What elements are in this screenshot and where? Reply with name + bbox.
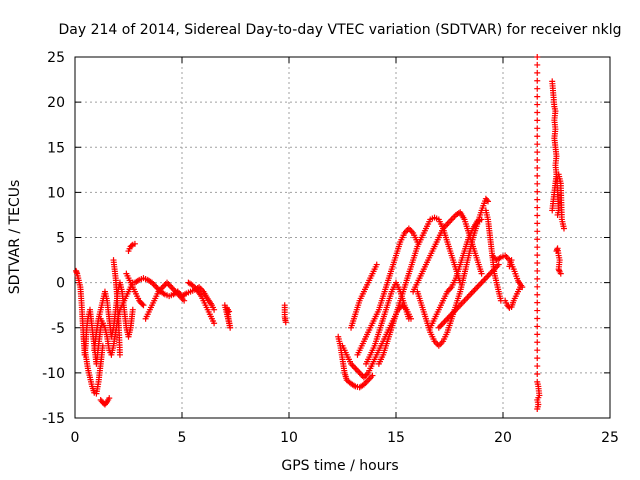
data-point (534, 54, 541, 60)
data-point (534, 363, 541, 370)
data-point (211, 306, 218, 313)
data-point (534, 125, 541, 132)
y-tick-label: -10 (42, 366, 65, 382)
data-point (129, 306, 136, 313)
x-tick-labels: 0 5 10 15 20 25 (71, 430, 619, 446)
data-point (534, 370, 541, 377)
data-point (282, 319, 289, 326)
data-point (534, 252, 541, 259)
data-point (534, 323, 541, 330)
data-point (140, 302, 147, 309)
y-tick-label: 15 (47, 140, 65, 156)
data-point (534, 307, 541, 314)
data-point (478, 216, 485, 223)
data-point (534, 228, 541, 235)
data-point (485, 198, 492, 205)
y-axis-label: SDTVAR / TECUs (7, 180, 23, 295)
data-point (99, 342, 106, 349)
x-tick-label: 5 (178, 430, 187, 446)
data-point (534, 188, 541, 195)
data-point (534, 164, 541, 171)
data-point (534, 93, 541, 100)
data-point (534, 267, 541, 274)
y-tick-labels: -15 -10 -5 0 5 10 15 20 25 (42, 50, 65, 427)
data-point (495, 261, 502, 268)
data-point (534, 133, 541, 140)
data-point (534, 339, 541, 346)
data-point (131, 240, 138, 247)
data-point (534, 204, 541, 211)
data-point (405, 315, 412, 322)
data-point (534, 244, 541, 251)
data-point (534, 172, 541, 179)
data-point (534, 141, 541, 148)
data-point (128, 242, 135, 249)
data-point (534, 331, 541, 338)
data-point (373, 261, 380, 268)
data-point (508, 257, 515, 264)
data-point (103, 400, 110, 407)
data-point (211, 320, 218, 327)
x-tick-label: 10 (280, 430, 298, 446)
y-tick-label: 5 (56, 231, 65, 247)
y-tick-label: 10 (47, 185, 65, 201)
y-tick-label: 0 (56, 276, 65, 292)
data-point (534, 180, 541, 187)
data-point (534, 220, 541, 227)
x-tick-label: 25 (601, 430, 619, 446)
data-point (534, 101, 541, 108)
data-point (534, 260, 541, 267)
data-point (226, 308, 233, 315)
chart-title: Day 214 of 2014, Sidereal Day-to-day VTE… (59, 22, 622, 38)
tick-marks (74, 56, 611, 419)
y-tick-label: -5 (51, 321, 65, 337)
data-point (534, 299, 541, 306)
data-point (534, 283, 541, 290)
data-point (534, 109, 541, 116)
data-point (557, 270, 564, 277)
data-point (534, 355, 541, 362)
data-point (534, 315, 541, 322)
data-point (483, 197, 490, 204)
data-point (534, 275, 541, 282)
data-point (534, 85, 541, 92)
data-point (139, 301, 146, 308)
data-point (478, 270, 485, 277)
data-point (534, 61, 541, 68)
data-point (560, 225, 567, 232)
data-point (534, 236, 541, 243)
data-point (534, 405, 541, 412)
data-point (116, 351, 123, 358)
data-point (534, 347, 541, 354)
data-point (534, 69, 541, 76)
data-point (106, 395, 113, 402)
data-point (517, 284, 524, 291)
data-point (534, 196, 541, 203)
y-tick-label: 25 (47, 50, 65, 66)
data-point (534, 212, 541, 219)
data-point (534, 117, 541, 124)
x-axis-label: GPS time / hours (281, 458, 398, 474)
data-point (534, 77, 541, 84)
data-point (534, 157, 541, 164)
y-tick-label: -15 (42, 411, 65, 427)
data-point (534, 291, 541, 298)
y-tick-label: 20 (47, 95, 65, 111)
data-point (181, 297, 188, 304)
data-point (534, 149, 541, 156)
data-points (73, 54, 567, 412)
x-tick-label: 15 (387, 430, 405, 446)
x-tick-label: 0 (71, 430, 80, 446)
data-point (369, 372, 376, 379)
x-tick-label: 20 (494, 430, 512, 446)
